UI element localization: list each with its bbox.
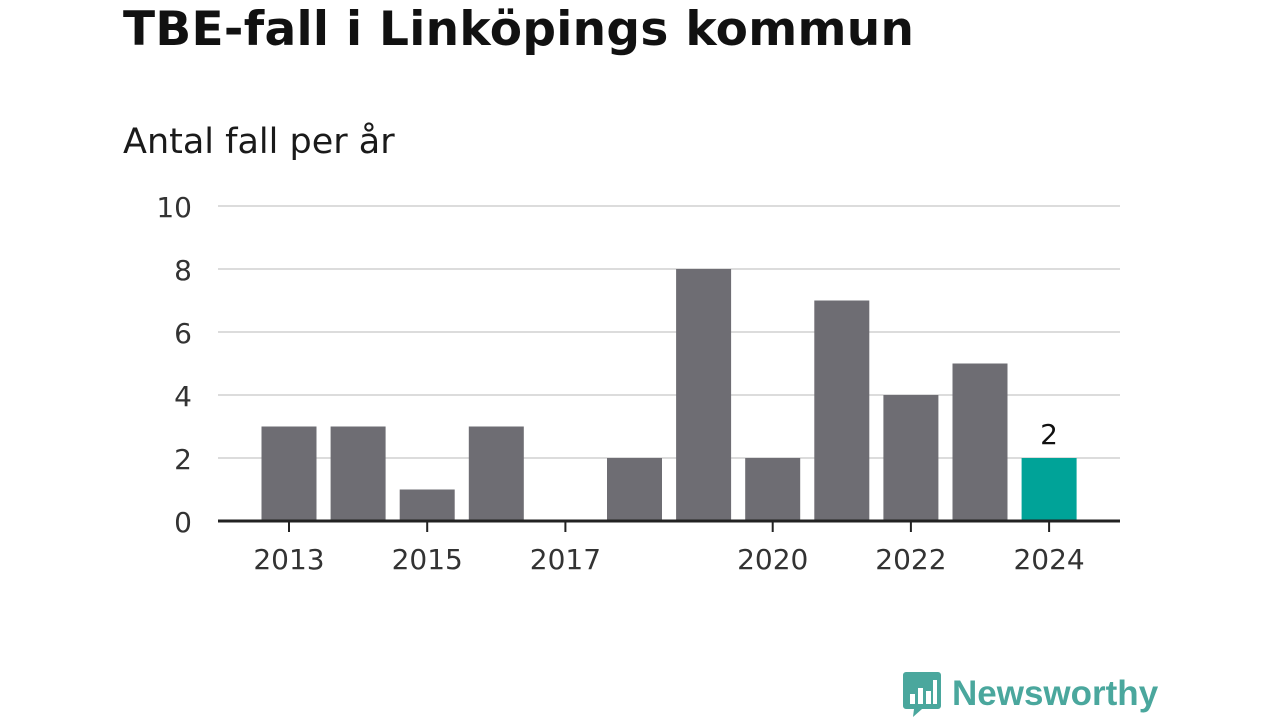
chart-title: TBE-fall i Linköpings kommun xyxy=(123,2,915,57)
bar xyxy=(952,363,1008,521)
y-tick-label: 2 xyxy=(174,443,192,476)
bar xyxy=(607,458,662,521)
x-tick-label: 2020 xyxy=(737,543,808,576)
y-tick-label: 8 xyxy=(174,254,192,287)
bar xyxy=(330,426,386,521)
chart-speech-bubble-icon xyxy=(903,672,941,717)
bar xyxy=(261,426,317,521)
y-tick-label: 4 xyxy=(174,380,192,413)
x-tick-label: 2015 xyxy=(392,543,463,576)
bar xyxy=(814,300,870,521)
x-tick-label: 2024 xyxy=(1013,543,1084,576)
data-label: 2 xyxy=(1040,418,1058,451)
y-tick-label: 6 xyxy=(174,317,192,350)
bar xyxy=(745,458,801,521)
brand-logo: Newsworthy xyxy=(902,670,1158,718)
bar xyxy=(883,395,939,521)
x-tick-label: 2022 xyxy=(875,543,946,576)
y-tick-label: 10 xyxy=(156,191,192,224)
brand-name: Newsworthy xyxy=(952,674,1159,713)
y-tick-label: 0 xyxy=(174,506,192,539)
x-tick-label: 2013 xyxy=(253,543,324,576)
bar xyxy=(676,269,732,521)
bar xyxy=(468,426,524,521)
bar xyxy=(1021,458,1077,521)
x-tick-label: 2017 xyxy=(530,543,601,576)
chart-subtitle: Antal fall per år xyxy=(123,122,395,162)
bar xyxy=(399,489,455,521)
